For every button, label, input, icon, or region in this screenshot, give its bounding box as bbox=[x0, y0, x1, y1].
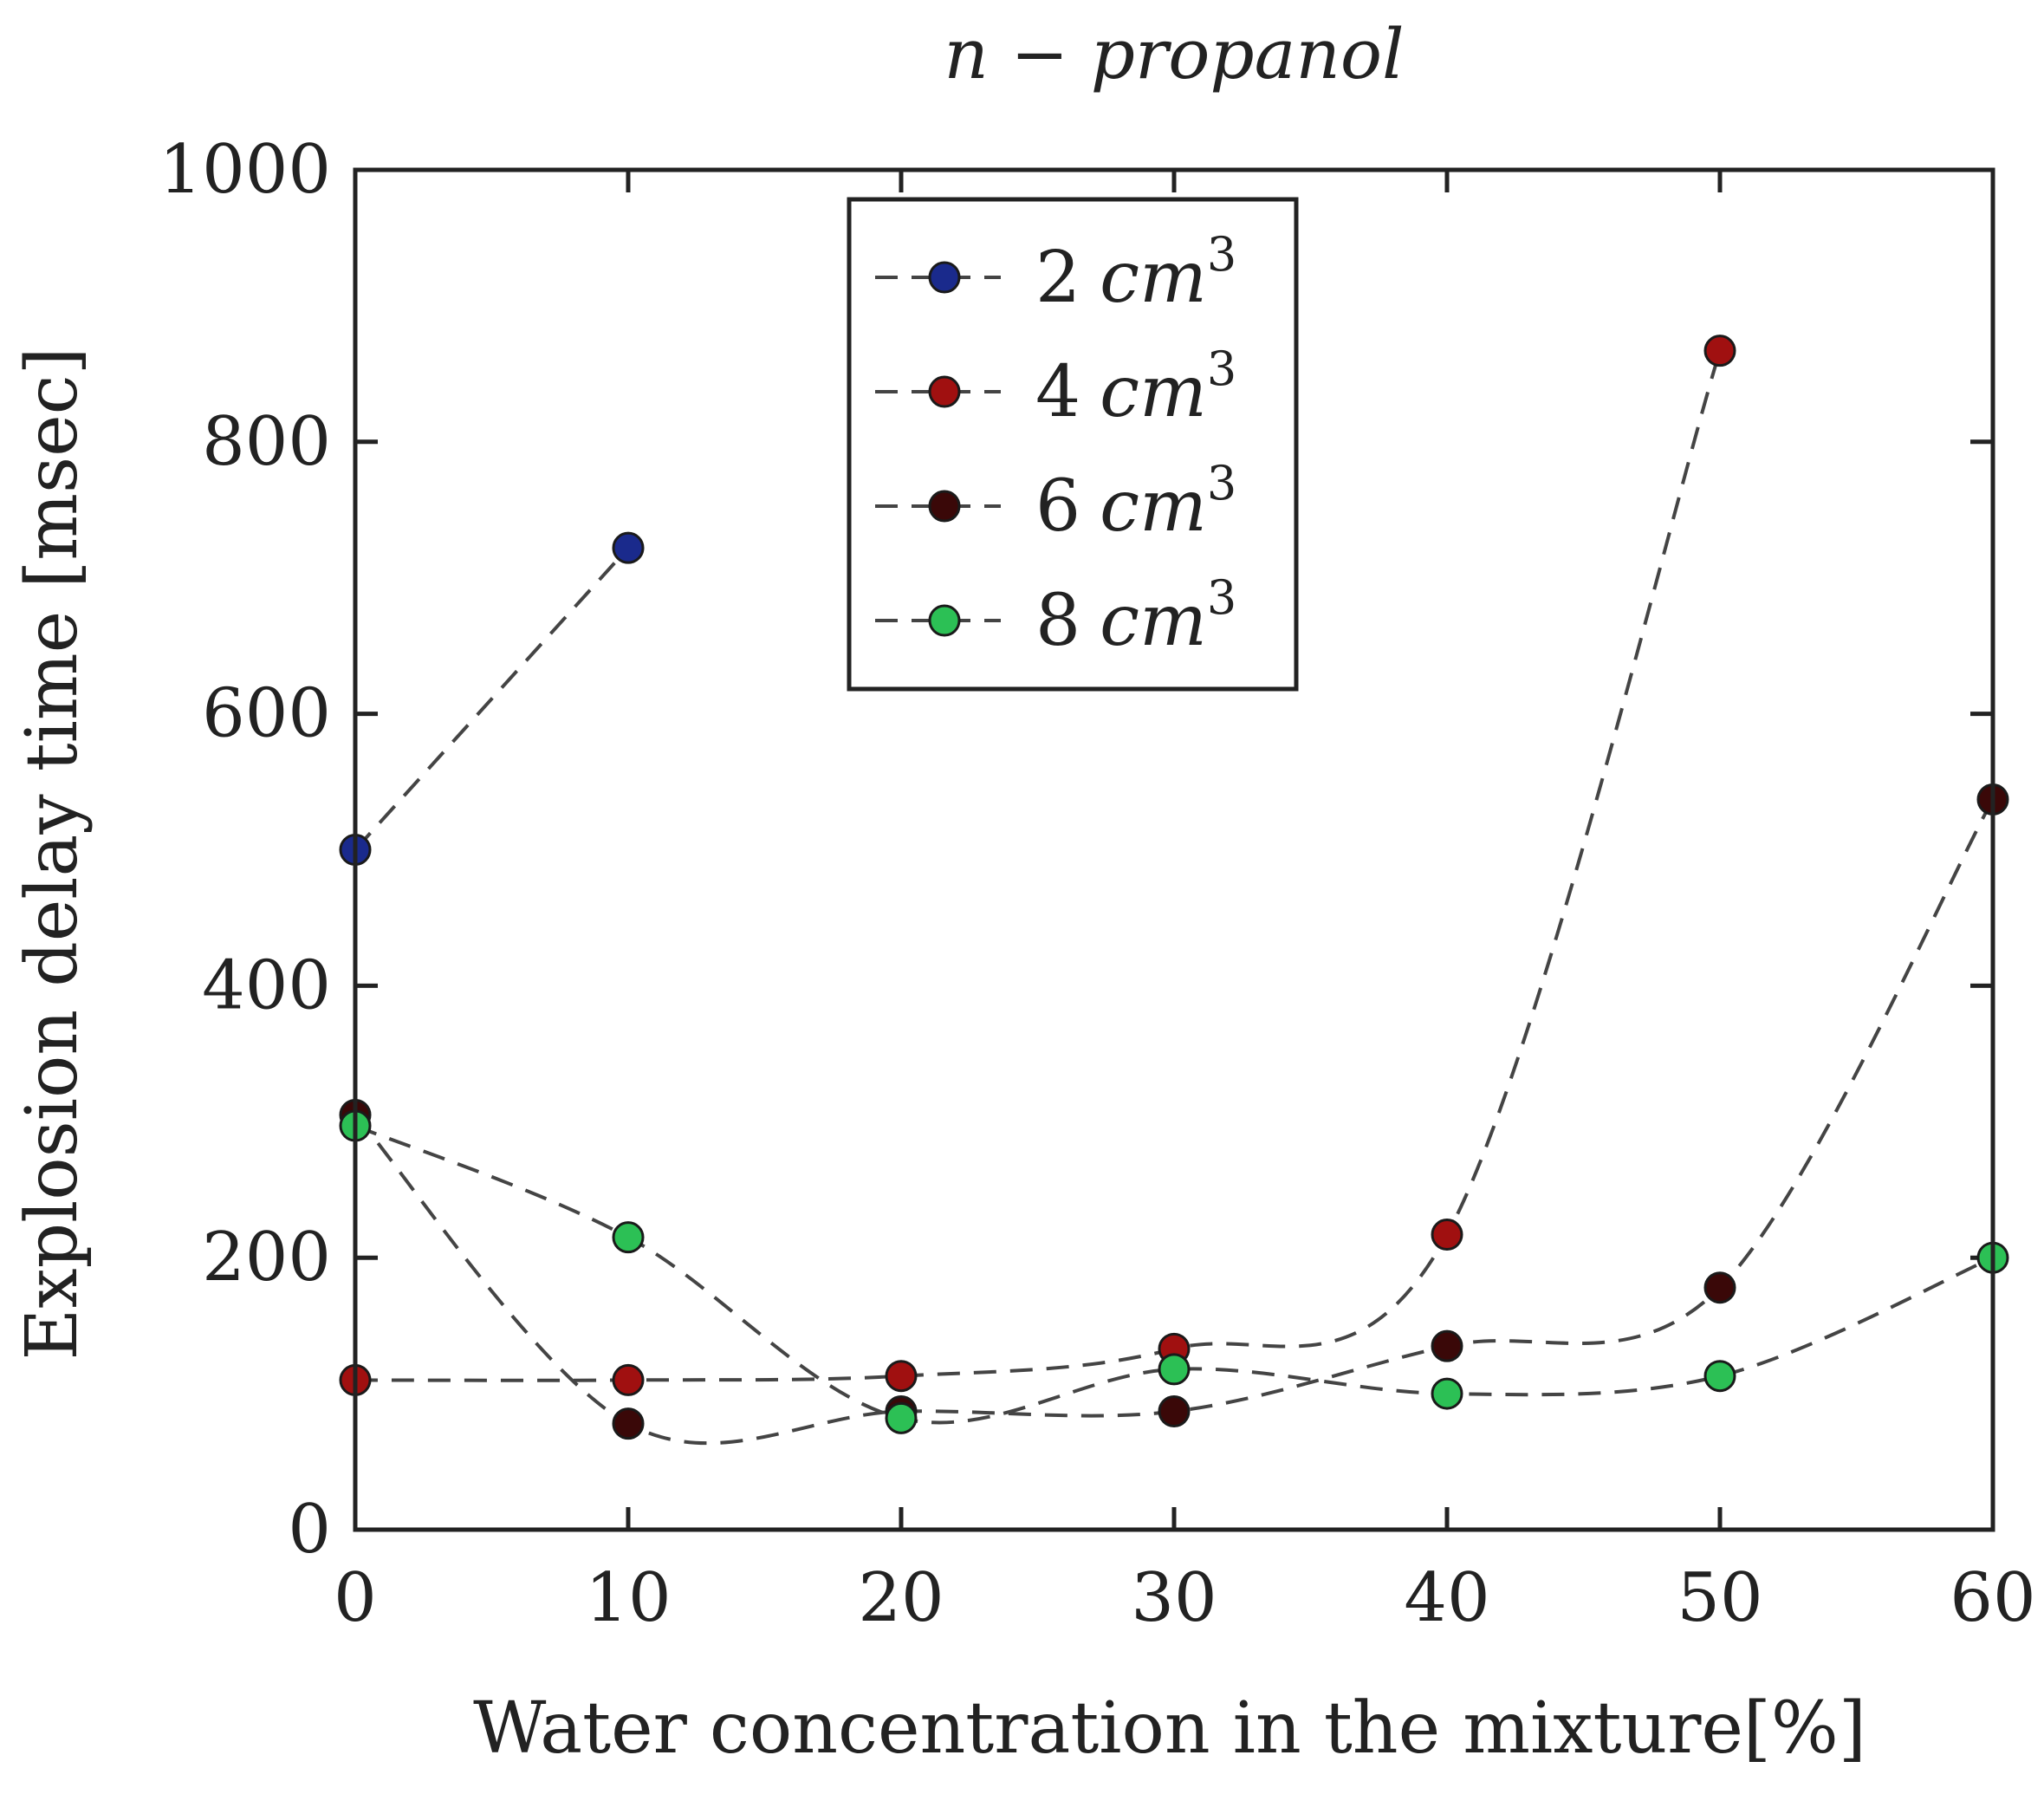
x-axis-title: Water concentration in the mixture[%] bbox=[473, 1687, 1866, 1770]
data-point-6 bbox=[1158, 1394, 1191, 1427]
x-tick-label: 30 bbox=[1131, 1559, 1217, 1637]
legend-value: 2 bbox=[1035, 237, 1080, 319]
series-line-2 bbox=[354, 546, 630, 851]
y-tick-label: 200 bbox=[202, 1219, 331, 1297]
x-tick-label: 60 bbox=[1950, 1559, 2035, 1637]
data-point-6 bbox=[1431, 1329, 1463, 1362]
legend-value: 6 bbox=[1035, 465, 1080, 548]
chart-title: n − propanol bbox=[944, 14, 1404, 94]
data-point-8 bbox=[612, 1221, 645, 1254]
y-tick-label: 800 bbox=[202, 403, 331, 481]
legend-marker-4 bbox=[928, 375, 961, 408]
y-tick-label: 1000 bbox=[159, 131, 331, 209]
plot-area-frame bbox=[353, 167, 1995, 1532]
data-point-4 bbox=[612, 1363, 645, 1396]
legend-unit: cm bbox=[1100, 465, 1207, 548]
data-point-8 bbox=[1703, 1360, 1736, 1393]
data-point-2 bbox=[612, 531, 645, 564]
y-axis-title: Explosion delay time [msec] bbox=[11, 347, 94, 1360]
x-tick-label: 10 bbox=[585, 1559, 671, 1637]
data-point-4 bbox=[1431, 1219, 1463, 1251]
data-point-6 bbox=[612, 1407, 645, 1440]
legend-exponent: 3 bbox=[1207, 341, 1236, 396]
legend-exponent: 3 bbox=[1207, 570, 1236, 625]
x-tick-label: 50 bbox=[1677, 1559, 1762, 1637]
legend-marker-8 bbox=[928, 604, 961, 637]
legend-label-2: 2 cm3 bbox=[1035, 227, 1236, 319]
legend-unit: cm bbox=[1100, 580, 1207, 662]
data-point-8 bbox=[1158, 1353, 1191, 1386]
legend-label-4: 4 cm3 bbox=[1035, 341, 1236, 433]
data-point-4 bbox=[885, 1360, 918, 1393]
legend-exponent: 3 bbox=[1207, 456, 1236, 510]
legend-unit: cm bbox=[1100, 237, 1207, 319]
legend-exponent: 3 bbox=[1207, 227, 1236, 282]
legend-value: 4 bbox=[1035, 351, 1080, 433]
data-point-4 bbox=[1703, 335, 1736, 367]
data-point-8 bbox=[885, 1401, 918, 1434]
legend-marker-6 bbox=[928, 490, 961, 523]
data-point-6 bbox=[1703, 1271, 1736, 1304]
legend-box bbox=[847, 197, 1299, 692]
series-line-6 bbox=[354, 798, 1995, 1446]
x-tick-label: 20 bbox=[858, 1559, 944, 1637]
legend-unit: cm bbox=[1100, 351, 1207, 433]
legend-marker-2 bbox=[928, 261, 961, 294]
y-tick-label: 0 bbox=[288, 1491, 331, 1569]
x-tick-label: 40 bbox=[1404, 1559, 1489, 1637]
y-tick-label: 600 bbox=[202, 675, 331, 753]
legend-label-6: 6 cm3 bbox=[1035, 456, 1236, 548]
x-tick-label: 0 bbox=[334, 1559, 377, 1637]
legend-label-8: 8 cm3 bbox=[1035, 570, 1236, 662]
legend-value: 8 bbox=[1035, 580, 1080, 662]
y-tick-label: 400 bbox=[202, 946, 331, 1024]
data-point-8 bbox=[1431, 1377, 1463, 1410]
